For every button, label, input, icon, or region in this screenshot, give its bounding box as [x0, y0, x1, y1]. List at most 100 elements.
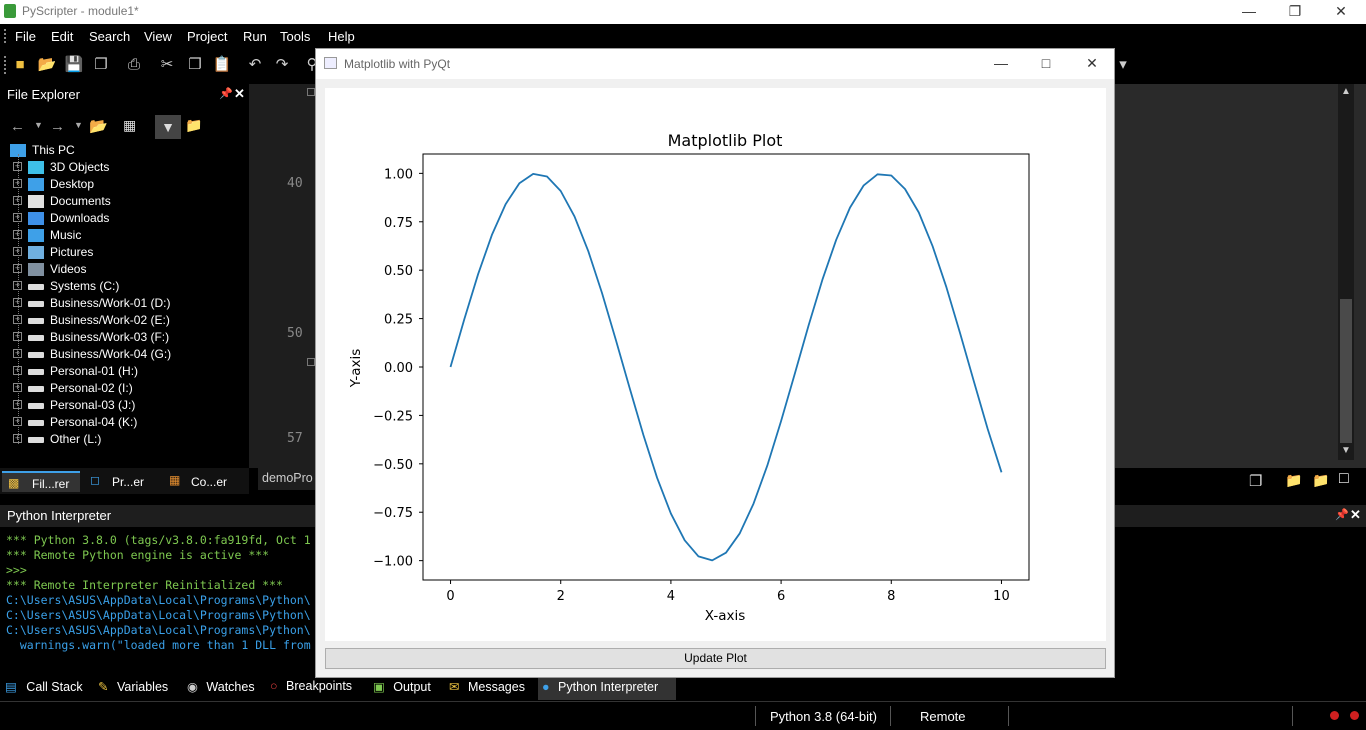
dialog-maximize-icon[interactable]: □	[1041, 55, 1051, 71]
tree-item[interactable]: + Downloads	[0, 210, 249, 227]
menu-file[interactable]: File	[15, 29, 36, 44]
expand-icon[interactable]: +	[13, 433, 22, 443]
tree-root-this-pc[interactable]: This PC	[0, 142, 249, 159]
tree-item[interactable]: + Systems (C:)	[0, 278, 249, 295]
tree-item[interactable]: +3D Objects	[0, 159, 249, 176]
up-folder-icon[interactable]: 📂	[89, 118, 108, 135]
panel-close-icon[interactable]: ✕	[1350, 507, 1361, 522]
tree-item[interactable]: + Personal-02 (I:)	[0, 380, 249, 397]
drive-icon	[28, 352, 44, 358]
tree-item[interactable]: + Business/Work-02 (E:)	[0, 312, 249, 329]
tree-item[interactable]: + Personal-01 (H:)	[0, 363, 249, 380]
scroll-up-icon[interactable]: ▲	[1341, 86, 1351, 97]
engine-status[interactable]: Remote	[920, 709, 966, 724]
expand-icon[interactable]: +	[13, 314, 22, 324]
editor-tab[interactable]: demoPro	[258, 468, 315, 490]
tree-item[interactable]: + Personal-03 (J:)	[0, 397, 249, 414]
save-icon[interactable]: 💾	[64, 56, 84, 73]
tree-item[interactable]: + Business/Work-04 (G:)	[0, 346, 249, 363]
prev-tab-icon[interactable]: 📁	[1285, 472, 1303, 488]
copy-icon[interactable]: ❐	[188, 56, 202, 73]
tree-item[interactable]: + Videos	[0, 261, 249, 278]
videos-icon	[28, 263, 44, 276]
tree-item[interactable]: + Personal-04 (K:)	[0, 414, 249, 431]
open-file-icon[interactable]: 📂	[37, 56, 57, 73]
save-all-icon[interactable]: ❐	[94, 56, 108, 73]
paste-icon[interactable]: 📋	[212, 56, 232, 73]
tab-project-explorer[interactable]: ◻ Pr...er	[90, 473, 145, 489]
expand-icon[interactable]: +	[13, 399, 22, 409]
menu-project[interactable]: Project	[187, 29, 228, 44]
tab-output[interactable]: ▣ Output	[373, 680, 431, 694]
expand-icon[interactable]: +	[13, 178, 22, 188]
expand-icon[interactable]: +	[13, 263, 22, 273]
pin-icon[interactable]: 📌	[1335, 509, 1349, 521]
expand-icon[interactable]: +	[13, 212, 22, 222]
cut-icon[interactable]: ✂	[160, 56, 174, 73]
dialog-minimize-icon[interactable]: —	[994, 55, 1008, 71]
close-icon[interactable]: ✕	[1335, 3, 1347, 19]
new-folder-icon[interactable]: 📁	[185, 117, 203, 133]
update-plot-button[interactable]: Update Plot	[325, 648, 1106, 669]
find-icon[interactable]: ⚲	[306, 56, 318, 73]
menu-search[interactable]: Search	[89, 29, 131, 44]
close-tab-icon[interactable]: □	[1339, 470, 1349, 487]
interpreter-console[interactable]: *** Python 3.8.0 (tags/v3.8.0:fa919fd, O…	[0, 530, 315, 675]
expand-icon[interactable]: +	[13, 229, 22, 239]
vertical-scrollbar[interactable]: ▲ ▼	[1338, 84, 1354, 460]
bottom-panel-tabs: ▤ Call Stack ✎ Variables ◉ Watches ○ Bre…	[0, 676, 1366, 701]
python-version-status[interactable]: Python 3.8 (64-bit)	[770, 709, 877, 724]
forward-dropdown-icon[interactable]: ▼	[74, 120, 83, 130]
new-file-icon[interactable]: ■	[15, 56, 25, 73]
tree-item[interactable]: + Other (L:)	[0, 431, 249, 448]
dialog-close-icon[interactable]: ✕	[1086, 55, 1098, 71]
tree-item[interactable]: + Desktop	[0, 176, 249, 193]
tab-breakpoints[interactable]: ○ Breakpoints	[270, 679, 353, 693]
tree-item[interactable]: + Music	[0, 227, 249, 244]
tab-code-explorer[interactable]: ▦ Co...er	[169, 473, 228, 489]
expand-icon[interactable]: +	[13, 246, 22, 256]
tree-item[interactable]: + Business/Work-01 (D:)	[0, 295, 249, 312]
tree-item[interactable]: + Business/Work-03 (F:)	[0, 329, 249, 346]
back-dropdown-icon[interactable]: ▼	[34, 120, 43, 130]
menu-view[interactable]: View	[144, 29, 172, 44]
expand-icon[interactable]: +	[13, 161, 22, 171]
expand-icon[interactable]: +	[13, 195, 22, 205]
tab-file-explorer[interactable]: ▩ Fil...rer	[2, 471, 80, 492]
expand-icon[interactable]: +	[13, 297, 22, 307]
window-list-icon[interactable]: ❐	[1249, 473, 1263, 490]
redo-icon[interactable]: ↷	[275, 56, 289, 73]
filter-icon[interactable]: ▼	[155, 115, 181, 139]
view-options-icon[interactable]: ▦	[123, 117, 137, 133]
panel-close-icon[interactable]: ✕	[234, 86, 245, 101]
tab-watches[interactable]: ◉ Watches	[187, 680, 255, 694]
minimize-icon[interactable]: —	[1242, 3, 1256, 19]
menu-help[interactable]: Help	[328, 29, 355, 44]
menu-edit[interactable]: Edit	[51, 29, 74, 44]
expand-icon[interactable]: +	[13, 365, 22, 375]
tab-python-interpreter[interactable]: ● Python Interpreter	[538, 678, 676, 700]
tree-item[interactable]: + Pictures	[0, 244, 249, 261]
toolbar-dropdown-icon[interactable]: ▾	[1119, 56, 1127, 73]
menu-run[interactable]: Run	[243, 29, 267, 44]
expand-icon[interactable]: +	[13, 382, 22, 392]
back-icon[interactable]: ←	[10, 118, 25, 135]
scroll-down-icon[interactable]: ▼	[1341, 445, 1351, 456]
tree-item[interactable]: + Documents	[0, 193, 249, 210]
tree-item-label: Business/Work-03 (F:)	[50, 330, 170, 344]
restore-icon[interactable]: ❐	[1288, 3, 1302, 19]
tab-call-stack[interactable]: ▤ Call Stack	[5, 680, 83, 694]
expand-icon[interactable]: +	[13, 416, 22, 426]
scroll-thumb[interactable]	[1340, 299, 1352, 443]
menu-tools[interactable]: Tools	[280, 29, 311, 44]
next-tab-icon[interactable]: 📁	[1312, 472, 1330, 488]
forward-icon[interactable]: →	[50, 118, 65, 135]
expand-icon[interactable]: +	[13, 280, 22, 290]
expand-icon[interactable]: +	[13, 331, 22, 341]
pin-icon[interactable]: 📌	[219, 88, 233, 100]
tab-variables[interactable]: ✎ Variables	[98, 680, 169, 694]
tab-messages[interactable]: ✉ Messages	[449, 680, 525, 694]
expand-icon[interactable]: +	[13, 348, 22, 358]
undo-icon[interactable]: ↶	[248, 56, 262, 73]
print-icon[interactable]: ⎙	[127, 56, 140, 73]
